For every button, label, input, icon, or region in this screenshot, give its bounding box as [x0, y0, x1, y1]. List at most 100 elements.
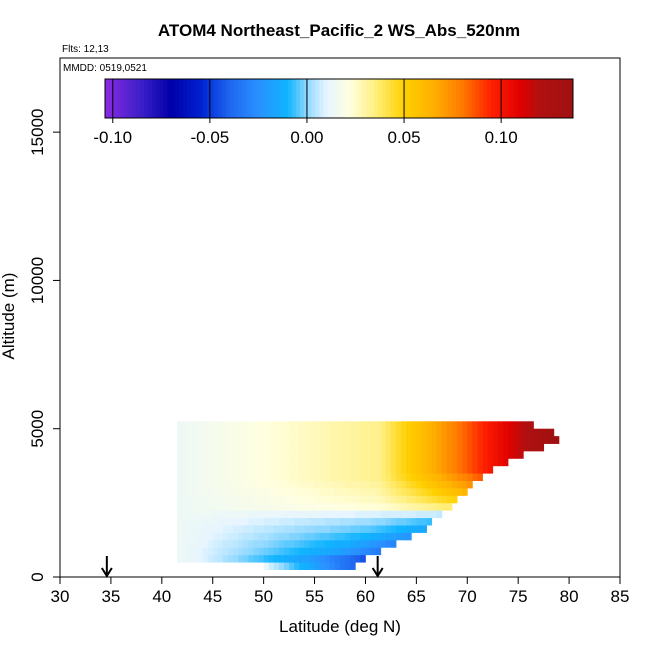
heatmap-cell: [299, 443, 305, 452]
heatmap-cell: [355, 480, 361, 489]
heatmap-cell: [477, 443, 483, 452]
heatmap-cell: [355, 547, 361, 556]
heatmap-cell: [284, 547, 290, 556]
heatmap-cell: [263, 465, 270, 474]
heatmap-cell: [289, 428, 295, 437]
heatmap-cell: [380, 539, 387, 548]
heatmap-cell: [436, 502, 443, 511]
heatmap-cell: [329, 525, 336, 533]
heatmap-cell: [345, 547, 351, 556]
heatmap-cell: [355, 495, 361, 504]
heatmap-cell: [523, 436, 529, 444]
heatmap-cell: [492, 458, 499, 467]
heatmap-cell: [441, 450, 448, 459]
heatmap-cell: [233, 443, 239, 452]
heatmap-cell: [268, 532, 275, 541]
heatmap-cell: [416, 480, 422, 489]
heatmap-cell: [273, 532, 280, 541]
heatmap-cell: [202, 510, 209, 519]
heatmap-cell: [355, 488, 361, 496]
colorbar-segment: [241, 79, 246, 118]
heatmap-cell: [487, 436, 494, 444]
heatmap-cell: [202, 517, 209, 526]
heatmap-cell: [457, 436, 463, 444]
colorbar-segment: [502, 79, 508, 118]
colorbar-segment: [397, 79, 402, 118]
heatmap-cell: [375, 450, 382, 459]
heatmap-cell: [192, 428, 198, 437]
heatmap-cell: [345, 532, 351, 541]
heatmap-cell: [238, 532, 244, 541]
heatmap-cell: [289, 421, 295, 430]
heatmap-cell: [217, 532, 224, 541]
heatmap-cell: [187, 554, 193, 563]
heatmap-cell: [411, 525, 417, 533]
heatmap-cell: [258, 510, 265, 519]
heatmap-cell: [222, 480, 229, 489]
heatmap-cell: [411, 502, 417, 511]
heatmap-cell: [273, 480, 280, 489]
heatmap-cell: [329, 480, 336, 489]
heatmap-cell: [370, 428, 377, 437]
heatmap-cell: [457, 488, 463, 496]
heatmap-cell: [523, 443, 529, 452]
heatmap-cell: [370, 547, 377, 556]
heatmap-cell: [401, 510, 407, 519]
heatmap-cell: [258, 436, 265, 444]
colorbar-segment: [179, 79, 184, 118]
heatmap-cell: [182, 525, 188, 533]
heatmap-cell: [441, 428, 448, 437]
colorbar-segment: [268, 79, 274, 118]
heatmap-cell: [390, 517, 397, 526]
heatmap-cell: [263, 480, 270, 489]
y-tick-label: 0: [28, 572, 47, 581]
heatmap-cell: [355, 465, 361, 474]
colorbar-segment: [459, 79, 465, 118]
heatmap-cell: [360, 554, 366, 563]
heatmap-cell: [177, 488, 183, 496]
heatmap-cell: [243, 465, 249, 474]
heatmap-cell: [187, 547, 193, 556]
heatmap-cell: [207, 450, 214, 459]
heatmap-cell: [390, 428, 397, 437]
heatmap-cell: [508, 443, 514, 452]
heatmap-cell: [212, 443, 219, 452]
heatmap-cell: [513, 450, 519, 459]
heatmap-cell: [533, 443, 539, 452]
heatmap-cell: [273, 547, 280, 556]
colorbar-segment: [331, 79, 336, 118]
x-tick-label: 30: [51, 587, 70, 606]
colorbar-segment: [229, 79, 235, 118]
heatmap-cell: [202, 473, 209, 482]
heatmap-cell: [497, 421, 504, 430]
heatmap-cell: [253, 495, 259, 504]
colorbar-segment: [245, 79, 250, 118]
heatmap-cell: [258, 421, 265, 430]
heatmap-cell: [436, 436, 443, 444]
heatmap-cell: [365, 510, 371, 519]
heatmap-cell: [207, 517, 214, 526]
colorbar-segment: [444, 79, 449, 118]
heatmap-cell: [431, 495, 438, 504]
heatmap-cell: [441, 421, 448, 430]
heatmap-cell: [334, 443, 341, 452]
heatmap-cell: [248, 480, 254, 489]
heatmap-cell: [238, 450, 244, 459]
colorbar-segment: [549, 79, 554, 118]
heatmap-cell: [401, 473, 407, 482]
heatmap-cell: [508, 450, 514, 459]
heatmap-cell: [487, 421, 494, 430]
heatmap-cell: [268, 480, 275, 489]
heatmap-cell: [212, 539, 219, 548]
heatmap-cell: [411, 458, 417, 467]
heatmap-cell: [238, 539, 244, 548]
heatmap-cell: [284, 532, 290, 541]
heatmap-cell: [462, 488, 468, 496]
heatmap-cell: [278, 554, 285, 563]
heatmap-cell: [355, 436, 361, 444]
heatmap-cell: [228, 532, 234, 541]
heatmap-cell: [233, 539, 239, 548]
heatmap-cell: [304, 554, 310, 563]
heatmap-cell: [273, 510, 280, 519]
x-tick-label: 40: [152, 587, 171, 606]
